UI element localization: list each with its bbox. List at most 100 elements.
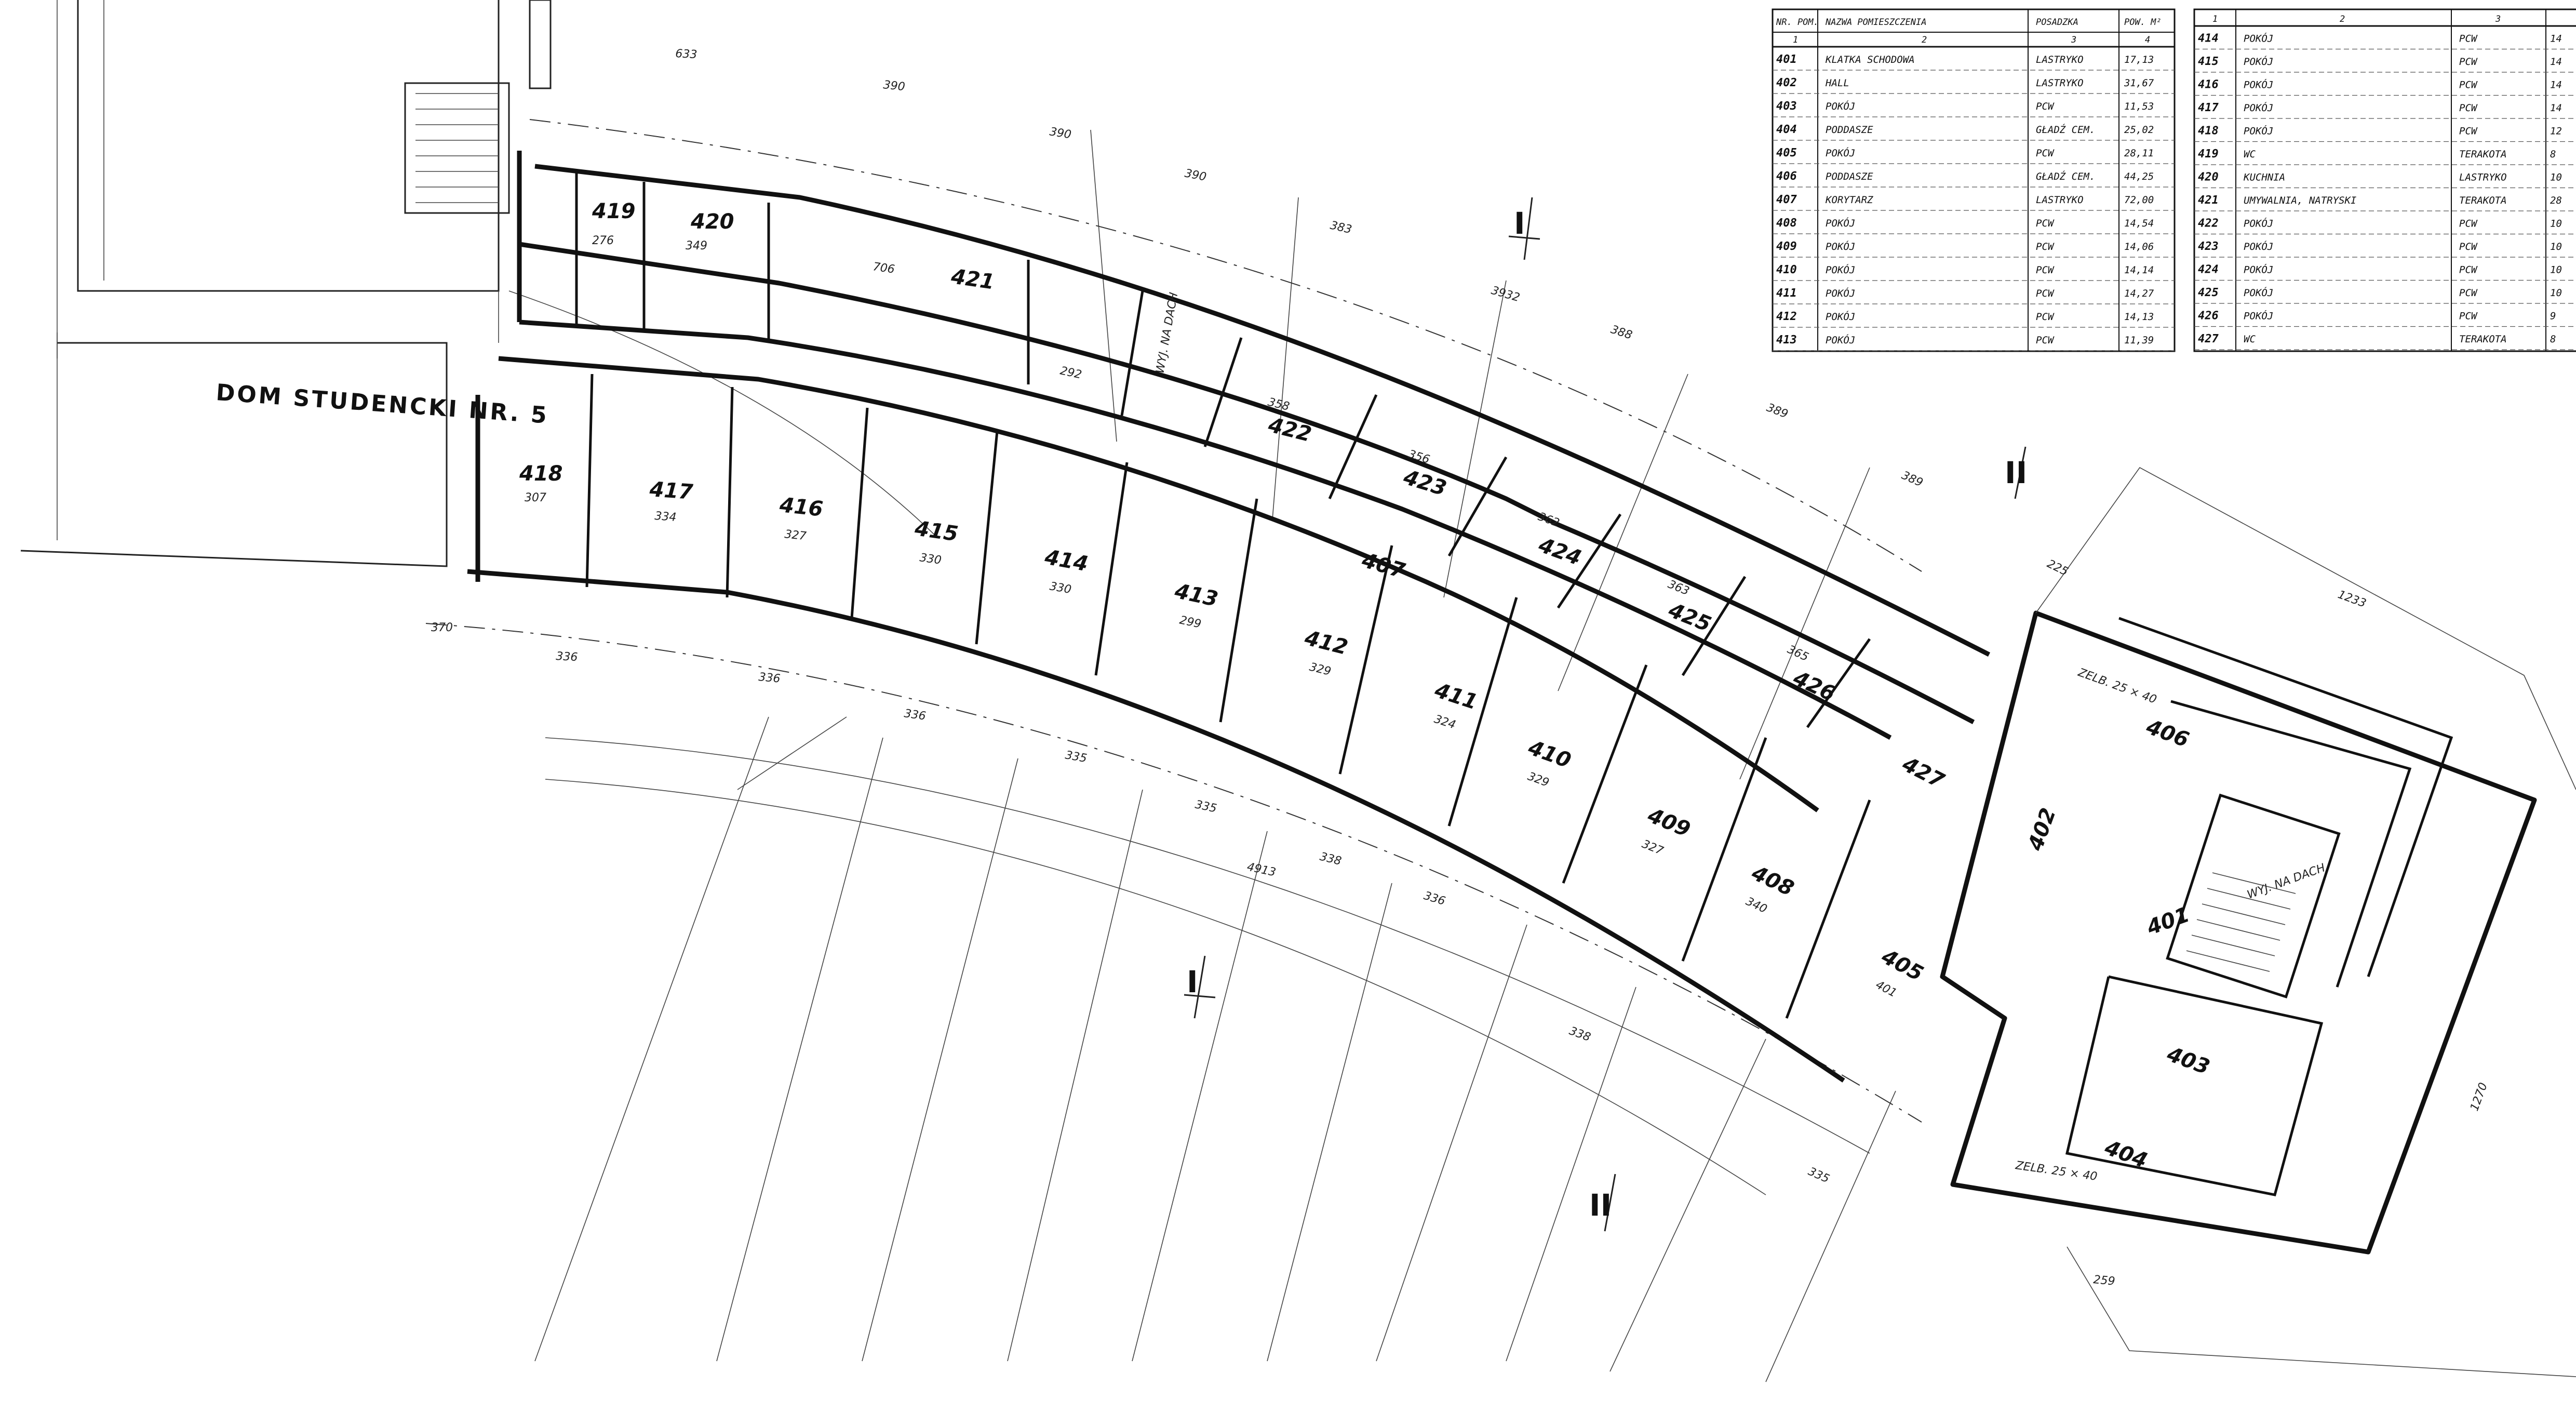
table-cell: PCW	[2459, 311, 2478, 322]
dim-label: 349	[686, 239, 707, 252]
room-label: 412	[1302, 626, 1350, 660]
table-cell: 14,54	[2124, 218, 2154, 229]
room-label: 402	[2023, 805, 2061, 854]
table-cell: 10	[2550, 218, 2562, 230]
table-row: 415 POKÓJ PCW 14	[2198, 55, 2562, 68]
room-number-cell: 407	[1776, 193, 1797, 206]
dim-label: 390	[882, 78, 905, 94]
table-row: 410 POKÓJ PCW 14,14	[1776, 263, 2154, 276]
room-number-cell: 427	[2198, 332, 2219, 345]
table-row: 413 POKÓJ PCW 11,39	[1776, 334, 2154, 347]
table-cell: PCW	[2036, 148, 2055, 159]
table-cell: PCW	[2459, 287, 2478, 299]
table-cell: POKÓJ	[1826, 310, 1855, 323]
room-number-cell: 418	[2198, 125, 2219, 138]
dim-label: 324	[1432, 713, 1457, 732]
table-cell: 14,06	[2124, 241, 2154, 252]
table-row: 403 POKÓJ PCW 11,53	[1776, 100, 2154, 113]
dim-label: 370	[431, 621, 453, 634]
table-cell: 14	[2550, 33, 2562, 45]
table-row: 425 POKÓJ PCW 10	[2198, 286, 2562, 299]
schedule-table-right	[2193, 8, 2576, 352]
table-row: 424 POKÓJ PCW 10	[2198, 263, 2562, 276]
room-label: 417	[648, 477, 694, 504]
room-number-cell: 416	[2198, 78, 2219, 91]
table-cell: 31,67	[2124, 77, 2154, 89]
table-row: 420 KUCHNIA LASTRYKO 10	[2198, 171, 2562, 184]
table-cell: PCW	[2036, 264, 2055, 276]
room-number-cell: 419	[2198, 148, 2219, 161]
room-number-cell: 402	[1776, 76, 1797, 89]
table-cell: 14,13	[2124, 311, 2154, 323]
dim-label: 390	[1184, 167, 1208, 184]
table-cell: POKÓJ	[2244, 286, 2273, 299]
table-col-number: 2	[1922, 35, 1927, 45]
room-label: 418	[519, 462, 563, 486]
room-label: 420	[690, 210, 734, 234]
room-label: 427	[1898, 752, 1948, 793]
table-row: 407 KORYTARZ LASTRYKO 72,00	[1776, 193, 2154, 206]
section-markers: I I II II	[1184, 197, 2027, 1232]
table-row: 409 POKÓJ PCW 14,06	[1776, 240, 2154, 253]
table-cell: 72,00	[2124, 194, 2154, 206]
table-cell: POKÓJ	[2244, 101, 2273, 114]
table-cell: POKÓJ	[1826, 334, 1855, 346]
table-cell: KORYTARZ	[1825, 194, 1873, 206]
table-row: 426 POKÓJ PCW 9	[2198, 310, 2556, 323]
dim-label: 401	[1873, 978, 1899, 1000]
dim-label: 340	[1743, 895, 1769, 916]
table-cell: PCW	[2036, 218, 2055, 229]
room-number-cell: 420	[2198, 171, 2219, 184]
dim-label: 336	[1422, 889, 1446, 908]
room-label: 404	[2101, 1136, 2151, 1173]
room-label: 422	[1266, 413, 1314, 447]
room-label: 405	[1877, 944, 1927, 986]
table-cell: LASTRYKO	[2036, 194, 2084, 206]
table-col-number: 3	[2071, 35, 2076, 45]
east-wing-walls	[1940, 467, 2576, 1377]
dim-label: 633	[675, 47, 697, 61]
entrance-stairs	[404, 0, 552, 214]
corridor-label: 407	[1359, 548, 1407, 583]
schedule-table-left	[1772, 8, 2176, 352]
table-cell: POKÓJ	[1826, 263, 1855, 276]
table-cell: PCW	[2036, 241, 2055, 252]
section-marker-i-bottom: I	[1187, 964, 1198, 1000]
dim-label: 276	[592, 234, 614, 247]
table-row: 427 WC TERAKOTA 8	[2198, 332, 2556, 345]
room-label: 424	[1535, 533, 1585, 570]
site-arcs	[425, 119, 1922, 1195]
dim-label: 336	[903, 707, 927, 723]
table-cell: UMYWALNIA, NATRYSKI	[2244, 195, 2356, 206]
table-row: 414 POKÓJ PCW 14	[2198, 32, 2562, 45]
building-label: DOM STUDENCKI NR. 5	[215, 379, 549, 429]
room-number-cell: 411	[1776, 287, 1797, 300]
dim-label: 389	[1900, 469, 1925, 490]
table-cell: 12	[2550, 126, 2562, 137]
table-cell: 10	[2550, 264, 2562, 276]
table-row: 423 POKÓJ PCW 10	[2198, 240, 2562, 253]
room-number-cell: 404	[1776, 123, 1797, 136]
table-row: 417 POKÓJ PCW 14	[2198, 101, 2562, 114]
table-cell: POKÓJ	[2244, 78, 2273, 91]
dim-label: 335	[1064, 749, 1088, 765]
north-room-dims: 276 349 706 292 358 356 362 363 365	[592, 234, 1810, 664]
section-marker-i-top: I	[1514, 206, 1525, 241]
table-row: 419 WC TERAKOTA 8	[2198, 148, 2556, 161]
table-row: 402 HALL LASTRYKO 31,67	[1776, 76, 2154, 89]
section-marker-ii-bottom: II	[1589, 1188, 1612, 1223]
table-cell: 14	[2550, 102, 2562, 114]
table-cell: PCW	[2036, 101, 2055, 112]
room-label: 410	[1525, 736, 1574, 773]
dim-label: 390	[1049, 125, 1072, 141]
table-header: POW. M²	[2124, 17, 2162, 28]
room-number-cell: 413	[1776, 334, 1797, 347]
table-cell: 14	[2550, 79, 2562, 91]
room-number-cell: 425	[2198, 286, 2219, 299]
table-cell: TERAKOTA	[2459, 334, 2507, 345]
table-row: 418 POKÓJ PCW 12	[2198, 125, 2562, 138]
dim-label: 389	[1765, 401, 1790, 421]
table-cell: PODDASZE	[1826, 171, 1873, 182]
dim-label: 334	[654, 510, 677, 524]
table-cell: 8	[2550, 334, 2556, 345]
